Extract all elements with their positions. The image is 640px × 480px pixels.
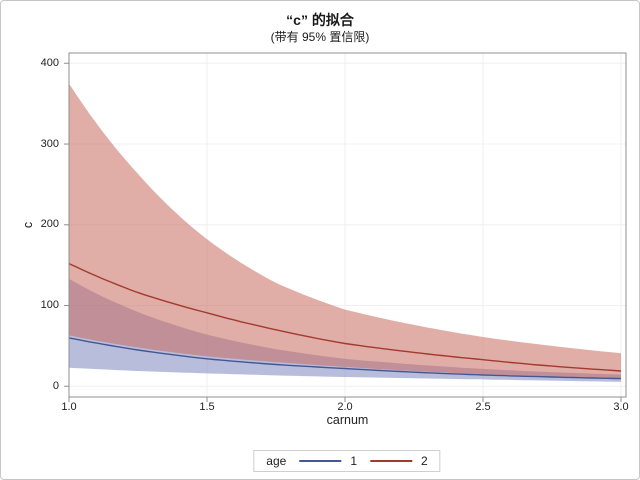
y-tick-label: 100: [40, 299, 59, 312]
chart-title: “c” 的拟合: [286, 12, 354, 28]
legend-entry-age-2: 2: [370, 454, 428, 468]
x-axis-title: carnum: [326, 413, 369, 427]
y-tick-label: 400: [40, 56, 59, 69]
chart-subtitle: (带有 95% 置信限): [270, 30, 370, 44]
fit-line-age-1: [68, 337, 622, 380]
legend-label-age-2: 2: [421, 454, 428, 468]
x-tick-label: 2.5: [475, 401, 491, 413]
y-tick-label: 300: [40, 137, 59, 150]
y-tick-label: 200: [40, 218, 59, 231]
x-tick-label: 1.5: [199, 401, 215, 413]
legend-entry-age-1: 1: [299, 454, 357, 468]
fit-line-age-2: [68, 262, 622, 372]
confidence-band-age-2: [69, 83, 621, 379]
x-tick-label: 3.0: [613, 401, 629, 413]
legend-line-age-1-icon: [299, 460, 342, 462]
x-tick-label: 2.0: [337, 401, 353, 413]
legend-title: age: [266, 454, 287, 468]
legend: age 1 2: [253, 450, 441, 472]
legend-line-age-2-icon: [370, 460, 413, 462]
y-tick-label: 0: [52, 379, 59, 392]
legend-label-age-1: 1: [350, 454, 358, 468]
x-tick-label: 1.0: [61, 401, 77, 413]
